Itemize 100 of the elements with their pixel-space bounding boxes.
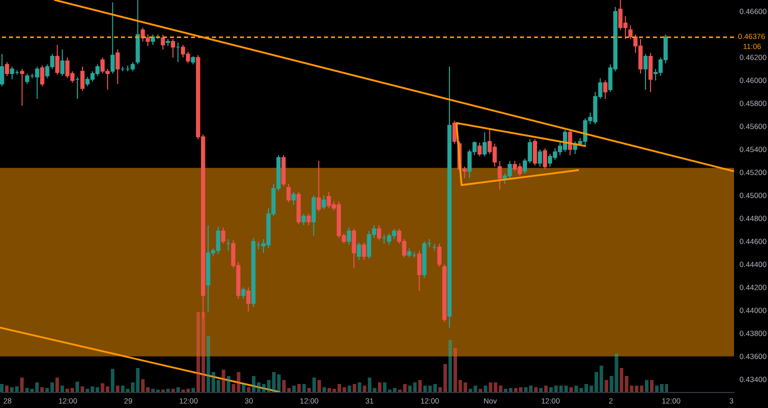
bar — [75, 382, 79, 392]
candlestick — [306, 213, 311, 226]
bar — [136, 368, 140, 392]
bar — [382, 382, 386, 392]
bar — [337, 384, 341, 392]
candlestick — [80, 66, 85, 92]
candlestick — [628, 24, 633, 40]
bar — [408, 386, 412, 392]
bar — [589, 386, 593, 392]
candlestick — [160, 34, 165, 50]
bar — [352, 384, 356, 392]
bar — [241, 384, 245, 392]
bar — [316, 380, 320, 392]
bar — [513, 388, 517, 392]
bar — [256, 382, 260, 392]
bar — [599, 366, 603, 392]
candlestick — [538, 148, 542, 168]
bar — [503, 388, 507, 392]
candlestick — [417, 250, 422, 292]
bar — [327, 388, 331, 392]
bar — [50, 382, 54, 392]
bar — [120, 386, 124, 392]
bar — [10, 387, 14, 392]
bar — [578, 388, 582, 392]
bar — [528, 386, 532, 392]
bar — [306, 388, 310, 392]
bar — [418, 380, 422, 392]
bar — [604, 380, 608, 392]
bar — [296, 384, 300, 392]
candlestick — [532, 138, 538, 166]
candlestick — [292, 191, 296, 206]
bar — [201, 312, 205, 392]
candlestick — [356, 242, 362, 260]
bar — [44, 388, 48, 392]
bar — [282, 380, 286, 392]
candlestick — [437, 243, 442, 268]
bar — [594, 372, 598, 392]
bar — [654, 386, 658, 392]
bar — [70, 388, 74, 392]
bar — [34, 382, 38, 392]
bar — [150, 388, 154, 392]
bar — [140, 379, 144, 392]
candlestick — [648, 52, 653, 92]
bar — [170, 388, 174, 392]
bar — [4, 386, 8, 392]
bar — [115, 386, 119, 392]
bar — [206, 336, 210, 392]
candlestick — [241, 286, 246, 300]
bar — [518, 387, 522, 392]
bar — [60, 386, 64, 392]
bar — [90, 386, 94, 392]
bar — [332, 388, 336, 392]
bar — [649, 380, 654, 392]
candlestick — [376, 224, 382, 241]
bar — [292, 386, 296, 392]
bar — [629, 386, 633, 392]
candlestick — [322, 194, 326, 210]
bar — [262, 384, 266, 392]
bar — [478, 388, 482, 392]
bar — [246, 387, 250, 392]
bar — [498, 386, 502, 392]
candlestick — [302, 213, 306, 226]
bar — [105, 386, 109, 392]
candlestick — [20, 68, 24, 106]
candlestick — [316, 160, 321, 212]
bar — [392, 388, 396, 392]
candlestick — [170, 38, 176, 58]
bar — [524, 387, 528, 392]
bar — [483, 386, 487, 392]
bar — [508, 388, 512, 392]
bar — [347, 386, 351, 392]
bar — [272, 372, 276, 392]
bar — [554, 386, 558, 392]
bar — [372, 388, 376, 392]
candlestick — [362, 242, 366, 260]
bar — [448, 340, 452, 392]
candlestick — [4, 62, 10, 76]
bar — [624, 376, 628, 392]
candlestick — [603, 80, 608, 100]
bar — [14, 386, 18, 392]
bar — [95, 387, 99, 392]
bar — [412, 382, 416, 392]
bar — [614, 354, 618, 392]
bar — [110, 368, 114, 392]
bar — [609, 376, 613, 392]
bar — [442, 364, 446, 392]
candlestick — [542, 148, 548, 170]
bar — [422, 386, 426, 392]
bar — [458, 380, 462, 392]
bar — [40, 387, 44, 392]
bar — [564, 386, 568, 392]
bar — [65, 388, 69, 392]
bar — [619, 368, 623, 392]
bar — [538, 388, 542, 392]
bar — [251, 376, 255, 392]
bar — [276, 374, 280, 392]
candlestick — [221, 227, 226, 244]
bar — [357, 382, 361, 392]
bar — [190, 388, 194, 392]
bar — [660, 384, 664, 392]
